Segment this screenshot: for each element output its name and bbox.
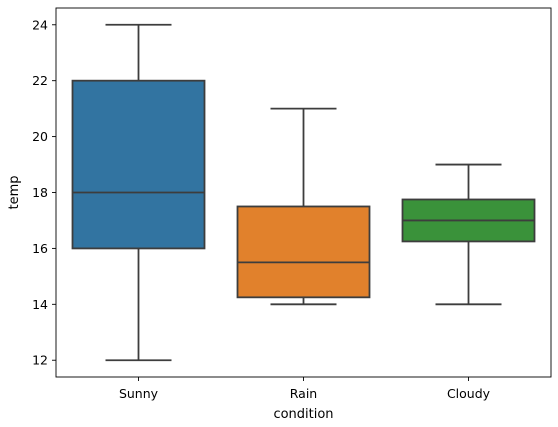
y-tick-label: 14 xyxy=(32,297,48,312)
x-axis-label: condition xyxy=(273,407,333,422)
y-tick-label: 18 xyxy=(32,185,48,200)
y-tick-label: 12 xyxy=(32,353,48,368)
plot-marks xyxy=(71,23,536,362)
x-axis: Sunny Rain Cloudy xyxy=(119,377,491,401)
box-cloudy xyxy=(401,163,536,306)
y-tick-label: 24 xyxy=(32,17,48,32)
y-tick-label: 16 xyxy=(32,241,48,256)
iqr-box xyxy=(71,79,206,250)
iqr-box xyxy=(236,205,371,299)
y-axis-label: temp xyxy=(7,175,22,209)
x-tick-label: Rain xyxy=(290,386,317,401)
y-axis: 12 14 16 18 20 22 24 xyxy=(32,17,56,368)
box-sunny xyxy=(71,23,206,362)
box-rain xyxy=(236,107,371,306)
y-tick-label: 20 xyxy=(32,129,48,144)
x-tick-label: Cloudy xyxy=(447,386,491,401)
y-tick-label: 22 xyxy=(32,73,48,88)
x-tick-label: Sunny xyxy=(119,386,159,401)
